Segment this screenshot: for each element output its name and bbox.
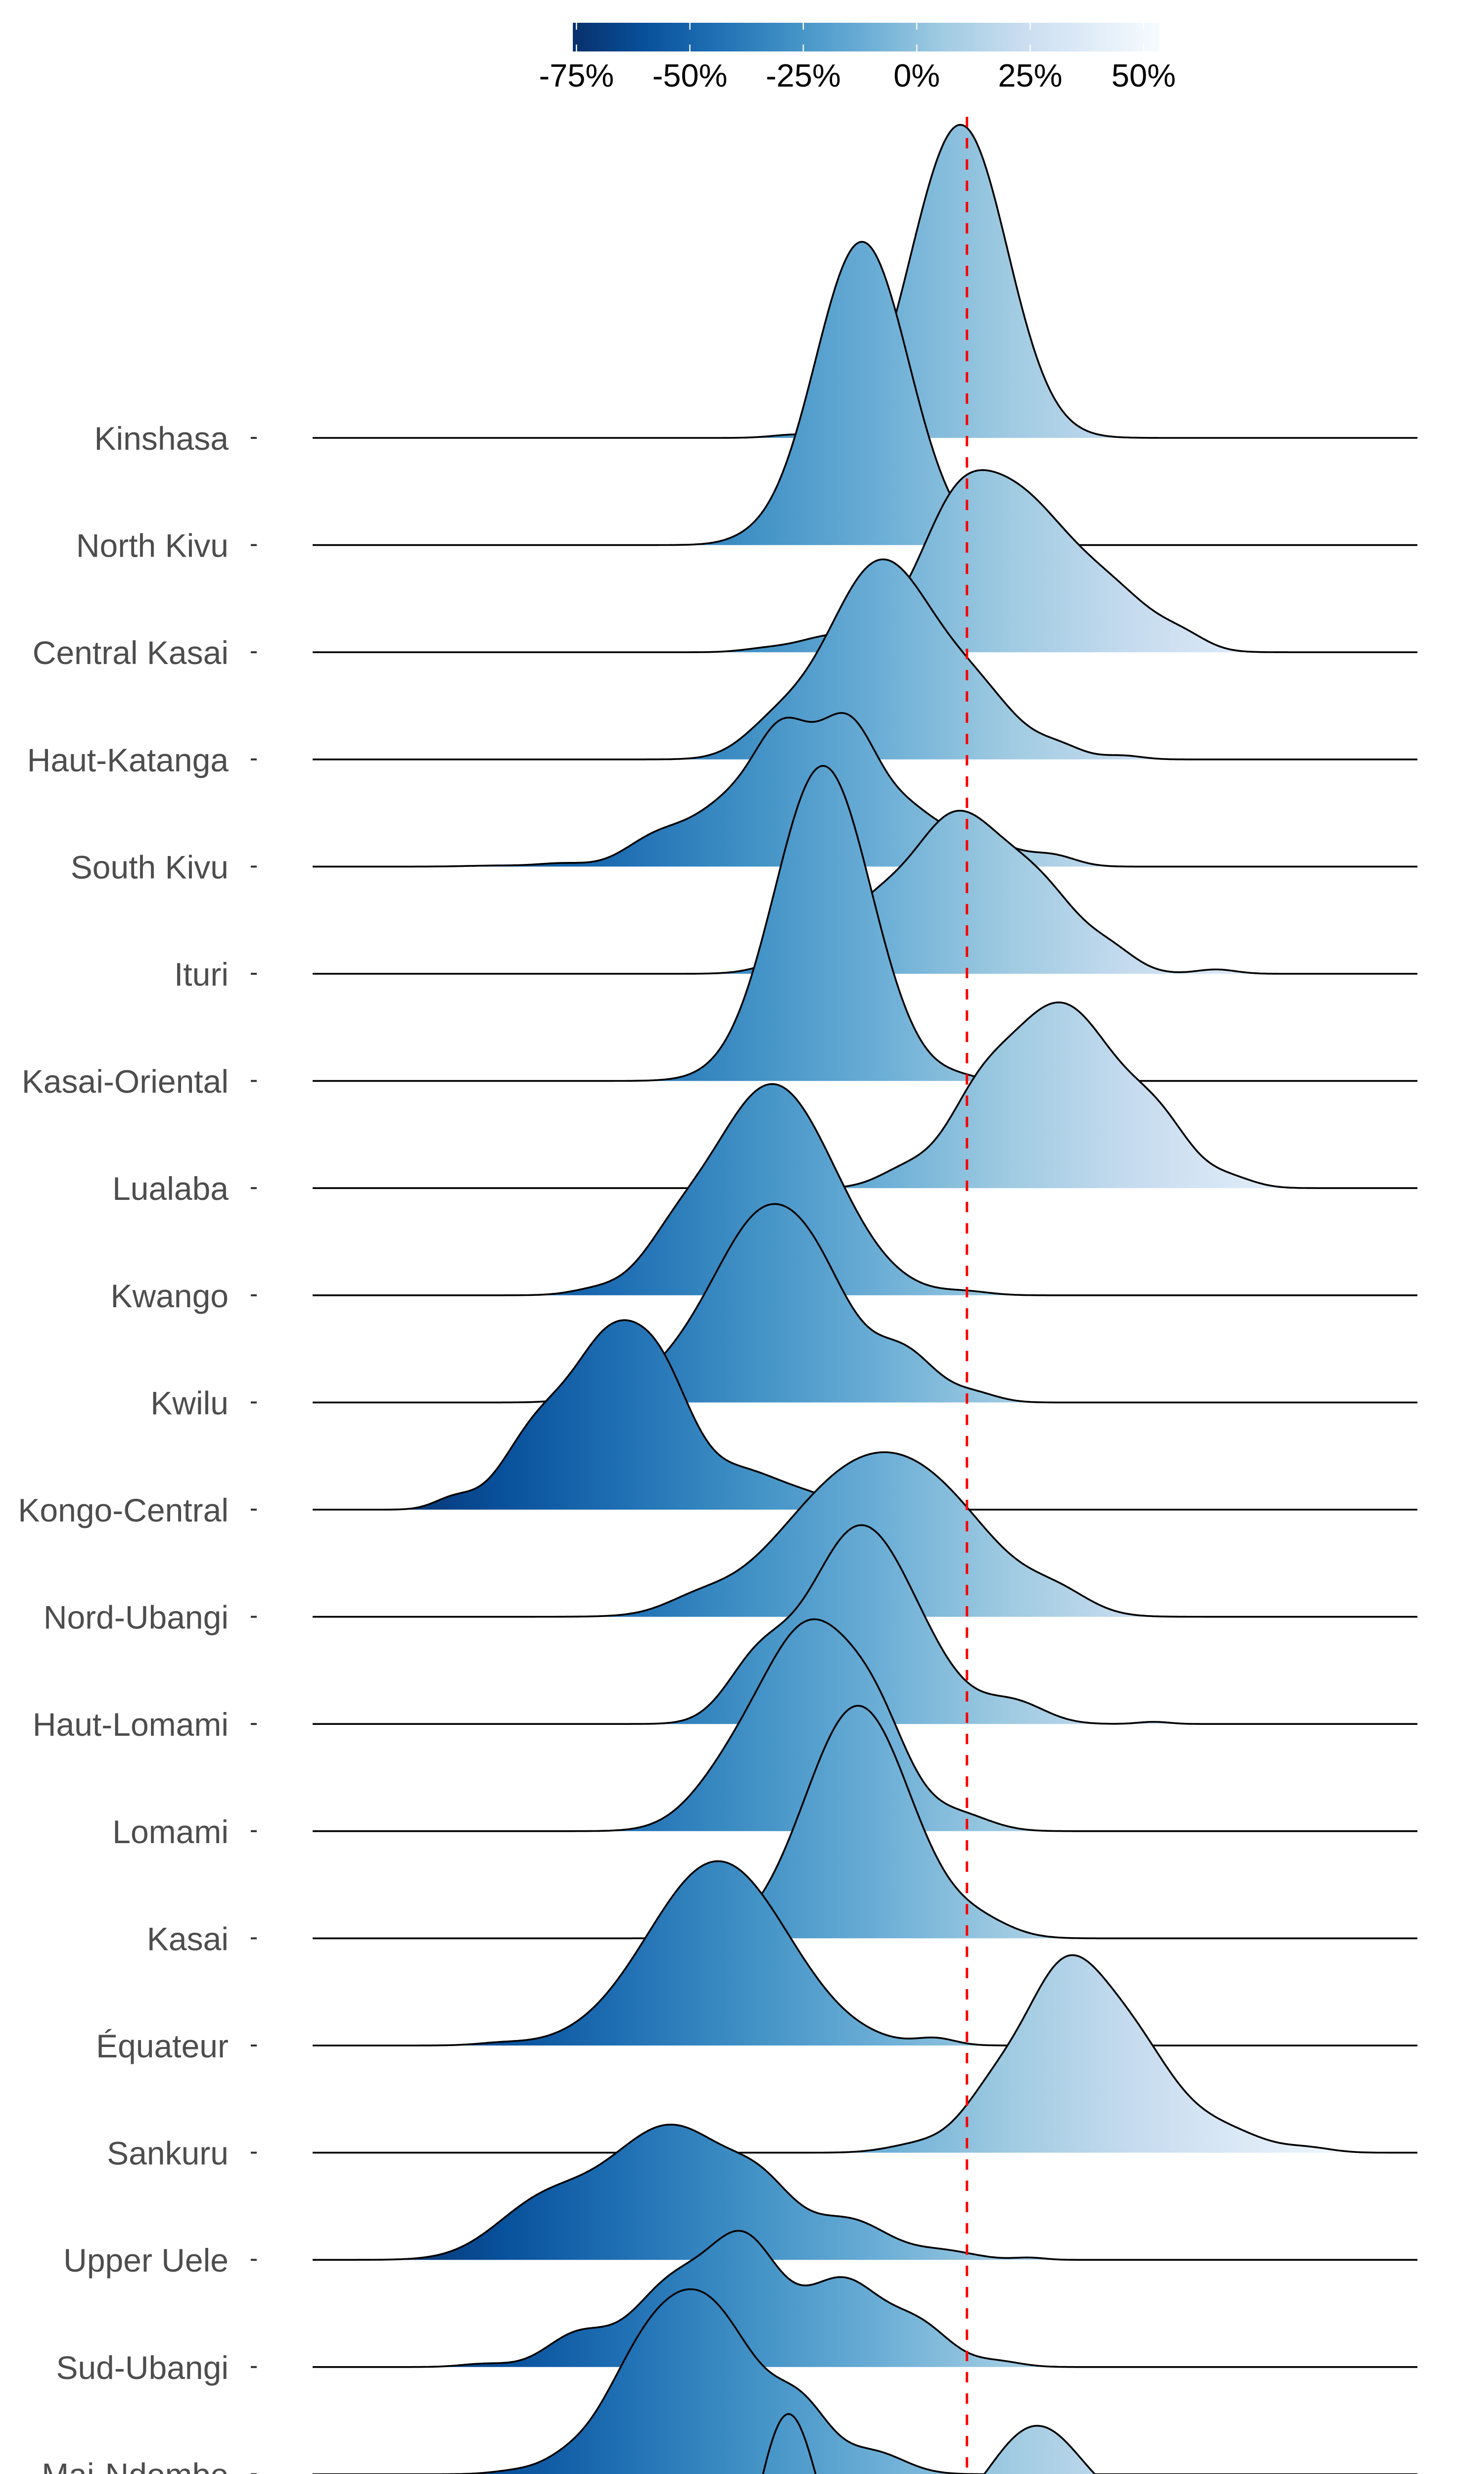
colorbar-tick-label: -25%	[766, 57, 841, 94]
ridge-kasai	[313, 1705, 1418, 1940]
y-tick-label: Kinshasa	[94, 420, 229, 457]
colorbar-legend: -75% -50% -25% 0% 25% 50%	[539, 23, 1176, 94]
ridge-fill	[313, 1320, 1418, 1510]
colorbar-tick-label: -50%	[652, 57, 728, 94]
ridge-fill	[459, 2289, 970, 2474]
ridge-fill	[313, 2231, 1418, 2367]
ridge-outline	[313, 1860, 1418, 2046]
y-tick-label: Lualaba	[112, 1170, 229, 1207]
y-tick-label: North Kivu	[76, 527, 229, 564]
ridge-outline	[313, 712, 1418, 868]
y-tick-label: Central Kasai	[33, 634, 229, 671]
ridge-haut-lomami	[313, 1524, 1418, 1725]
ridge-north-kivu	[313, 240, 1418, 546]
y-tick-label: Équateur	[96, 2028, 229, 2064]
ridge-lower-uele	[762, 2413, 817, 2474]
y-tick-label: Kongo-Central	[18, 1492, 229, 1528]
y-tick-label: Haut-Lomami	[33, 1706, 229, 1743]
y-tick-label: Kwango	[110, 1278, 229, 1314]
ridge-fill	[313, 713, 1418, 867]
y-tick-label: Lomami	[112, 1813, 229, 1850]
ridge-haut-katanga	[313, 558, 1418, 761]
y-tick-label: Nord-Ubangi	[44, 1599, 229, 1636]
ridge-fill	[313, 559, 1418, 760]
ridge-fill	[313, 1706, 1418, 1939]
ridge-fill	[763, 2414, 816, 2474]
ridge-outline	[313, 2288, 1418, 2474]
ridge-kwilu	[313, 1203, 1418, 1404]
y-axis: Kinshasa North Kivu Central Kasai Haut-Kata…	[18, 420, 257, 2474]
ridge-upper-uele	[313, 2124, 1418, 2261]
y-tick-label: Sud-Ubangi	[56, 2349, 229, 2386]
ridge-outline	[313, 1083, 1418, 1296]
y-tick-label: Kasai	[147, 1920, 229, 1957]
ridge-fill	[313, 1002, 1418, 1189]
y-tick-label: Kasai-Oriental	[22, 1063, 229, 1100]
ridge-sankuru	[313, 1954, 1418, 2154]
ridge-south-kivu	[313, 712, 1418, 868]
colorbar-tick-label: 50%	[1112, 57, 1176, 94]
ridge-outline	[313, 1001, 1418, 1189]
ridge-outline	[313, 240, 1418, 546]
ridge-fill	[313, 1204, 1418, 1403]
y-tick-label: South Kivu	[71, 849, 229, 885]
ridge-sud-ubangi	[313, 2230, 1418, 2368]
ridge-fill	[313, 1084, 1418, 1295]
ridge-fill	[313, 470, 1418, 653]
ridge-fill	[313, 1955, 1418, 2153]
ridge-outline	[313, 558, 1418, 761]
colorbar-tick-label: 0%	[893, 57, 940, 94]
ridges	[313, 124, 1418, 2474]
y-tick-label: Upper Uele	[63, 2242, 229, 2279]
colorbar-labels: -75% -50% -25% 0% 25% 50%	[539, 57, 1175, 94]
colorbar-tick-label: 25%	[998, 57, 1063, 94]
ridge-outline	[313, 1524, 1418, 1725]
ridge-kwango	[313, 1083, 1418, 1296]
y-tick-label: Haut-Katanga	[27, 742, 229, 778]
ridge-lualaba	[313, 1001, 1418, 1189]
y-tick-label: Kwilu	[150, 1384, 229, 1421]
colorbar-ticks	[576, 23, 1145, 51]
ridge--quateur	[313, 1860, 1418, 2046]
ridge-outline	[313, 1618, 1418, 1832]
ridge-fill	[313, 2124, 1418, 2260]
ridge-outline	[313, 1954, 1418, 2154]
ridge-outline	[313, 1203, 1418, 1404]
ridge-fill	[313, 241, 1418, 545]
y-tick-label: Sankuru	[107, 2135, 229, 2172]
ridge-outline	[313, 765, 1418, 1082]
ridge-outline	[313, 1451, 1418, 1618]
ridge-fill	[313, 1525, 1418, 1724]
y-tick-label: Mai-Ndombe	[42, 2456, 229, 2474]
ridge-fill	[313, 765, 1418, 1081]
ridge-mai-ndombe	[313, 2288, 1418, 2474]
colorbar-tick-label: -75%	[539, 57, 614, 94]
ridge-outline	[313, 1705, 1418, 1940]
ridge-outline	[313, 2124, 1418, 2261]
ridge-kasai-oriental	[313, 765, 1418, 1082]
ridge-fill	[984, 2426, 1095, 2474]
y-tick-label: Ituri	[174, 956, 229, 993]
colorbar	[573, 23, 1159, 51]
ridge-outline	[313, 2230, 1418, 2368]
ridge-tanganyika	[983, 2425, 1096, 2474]
